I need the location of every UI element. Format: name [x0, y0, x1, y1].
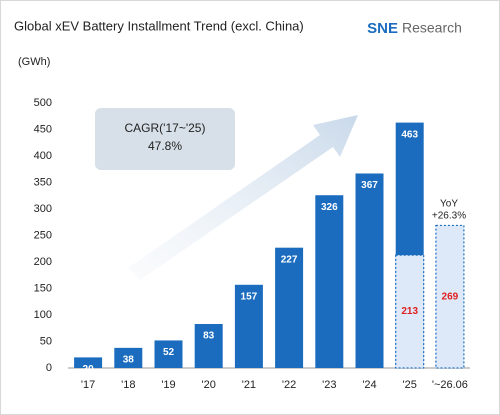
value-label: 52: [163, 347, 175, 358]
logo-brand: SNE: [367, 20, 398, 37]
value-label: 463: [401, 129, 418, 140]
y-tick-label: 300: [34, 203, 52, 215]
cagr-label: CAGR('17~'25): [125, 121, 206, 135]
x-tick-label: '17: [81, 379, 95, 391]
y-tick-label: 250: [34, 229, 52, 241]
cagr-value: 47.8%: [148, 139, 182, 153]
y-tick-label: 100: [34, 309, 52, 321]
yoy-value: +26.3%: [432, 211, 466, 222]
chart-title: Global xEV Battery Installment Trend (ex…: [14, 18, 304, 33]
x-tick-label: '24: [362, 379, 376, 391]
y-tick-label: 350: [34, 176, 52, 188]
cagr-box: [95, 108, 235, 170]
x-tick-label: '~26.06: [432, 379, 468, 391]
bar: [435, 224, 465, 369]
y-tick-label: 450: [34, 123, 52, 135]
bar: [74, 357, 103, 368]
yoy-label: YoY: [440, 199, 458, 210]
bar: [395, 254, 425, 369]
bar: [355, 173, 384, 368]
x-tick-label: '25: [403, 379, 417, 391]
value-label: 213: [401, 306, 418, 317]
bar: [234, 284, 263, 368]
y-tick-label: 500: [34, 97, 52, 109]
value-label: 367: [361, 180, 378, 191]
value-label: 227: [281, 254, 298, 265]
y-tick-label: 150: [34, 282, 52, 294]
y-tick-label: 400: [34, 150, 52, 162]
x-tick-label: '19: [161, 379, 175, 391]
bar: [275, 247, 304, 368]
x-tick-label: '20: [202, 379, 216, 391]
trend-arrow: [128, 115, 358, 280]
value-label: 326: [321, 202, 338, 213]
x-tick-label: '22: [282, 379, 296, 391]
bar: [315, 195, 344, 368]
value-label: 20: [83, 364, 95, 375]
y-axis-label: (GWh): [18, 56, 50, 68]
y-tick-label: 0: [46, 362, 52, 374]
value-label: 157: [241, 291, 258, 302]
x-tick-label: '23: [322, 379, 336, 391]
logo-text: Research: [402, 20, 462, 36]
value-label: 83: [203, 331, 215, 342]
bar: [114, 347, 143, 368]
x-tick-label: '18: [121, 379, 135, 391]
value-label: 269: [442, 291, 459, 302]
y-tick-label: 200: [34, 256, 52, 268]
bar: [194, 324, 223, 368]
y-tick-label: 50: [40, 335, 52, 347]
value-label: 38: [123, 355, 135, 366]
bar: [154, 340, 183, 368]
x-tick-label: '21: [242, 379, 256, 391]
